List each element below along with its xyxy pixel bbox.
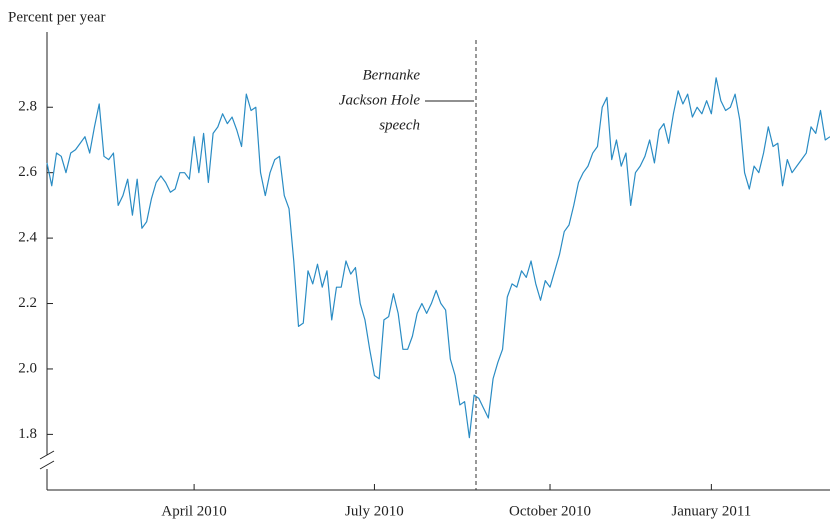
x-tick-label: October 2010 (509, 503, 591, 519)
annotation: Bernanke (363, 67, 421, 83)
annotation: speech (379, 117, 420, 133)
annotation: Jackson Hole (339, 92, 421, 108)
y-tick-label: 2.4 (18, 230, 37, 246)
axis-break (39, 460, 55, 470)
line (46, 77, 830, 439)
x-tick-label: January 2011 (671, 503, 751, 519)
y-tick-label: 2.8 (18, 99, 37, 115)
y-axis-label: Percent per year (8, 9, 105, 25)
x-tick-label: April 2010 (161, 503, 226, 519)
x-tick-label: July 2010 (345, 503, 404, 519)
axis-break (39, 450, 55, 460)
y-tick-label: 2.0 (18, 360, 37, 376)
y-tick-label: 2.2 (18, 295, 37, 311)
y-tick-label: 2.6 (18, 164, 37, 180)
y-tick-label: 1.8 (18, 426, 37, 442)
